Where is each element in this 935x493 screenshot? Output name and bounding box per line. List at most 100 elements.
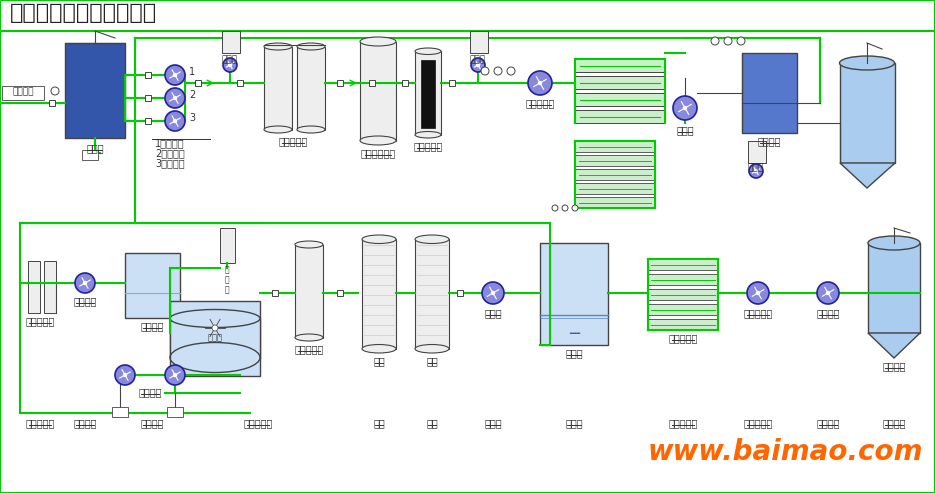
Text: 中间水箱: 中间水箱 (883, 361, 906, 371)
Text: 3: 3 (189, 113, 195, 123)
Text: 1、原水泵: 1、原水泵 (155, 138, 184, 148)
Bar (44, 261, 56, 313)
Bar (145, 95, 151, 101)
Ellipse shape (170, 343, 260, 373)
Bar (369, 80, 375, 86)
Text: 清洗泵: 清洗泵 (676, 125, 694, 135)
Text: 纯水箱: 纯水箱 (565, 418, 583, 428)
Ellipse shape (362, 235, 396, 244)
Ellipse shape (360, 136, 396, 145)
Text: 活性炭过滤器: 活性炭过滤器 (360, 148, 396, 158)
Bar (82, 150, 98, 160)
Text: 呼
吸
器: 呼 吸 器 (224, 265, 229, 295)
Circle shape (174, 374, 177, 377)
Text: 纯水泵: 纯水泵 (484, 418, 502, 428)
Circle shape (228, 64, 232, 67)
Bar (337, 290, 343, 296)
Bar (415, 51, 441, 135)
Ellipse shape (415, 345, 449, 353)
Bar (449, 80, 455, 86)
Text: 树脂捕捉器: 树脂捕捉器 (295, 344, 324, 354)
Circle shape (223, 58, 237, 72)
Circle shape (756, 291, 759, 294)
Bar (742, 53, 797, 133)
Text: 2: 2 (189, 90, 195, 100)
Circle shape (477, 64, 480, 67)
Bar (575, 155, 655, 166)
Bar (575, 76, 665, 89)
Bar (648, 304, 718, 315)
Bar (840, 63, 895, 163)
Circle shape (492, 291, 495, 294)
Text: 微孔过滤器: 微孔过滤器 (25, 316, 54, 326)
Bar (415, 239, 449, 349)
Bar (540, 243, 608, 345)
Text: 外网进水: 外网进水 (12, 87, 34, 96)
Ellipse shape (297, 43, 325, 50)
Circle shape (711, 37, 719, 45)
Circle shape (482, 282, 504, 304)
Text: 一级高压泵: 一级高压泵 (525, 98, 554, 108)
Bar (360, 41, 396, 141)
Text: 二级高压泵: 二级高压泵 (743, 418, 772, 428)
Circle shape (673, 96, 697, 120)
Text: 二级反渗透: 二级反渗透 (669, 418, 698, 428)
Ellipse shape (415, 235, 449, 244)
Text: 混床: 混床 (373, 356, 385, 366)
Bar (575, 110, 665, 123)
Bar (421, 60, 435, 128)
Text: 混床: 混床 (373, 418, 385, 428)
Bar (575, 183, 655, 194)
Circle shape (817, 282, 839, 304)
Text: 混床: 混床 (426, 418, 438, 428)
Polygon shape (170, 355, 260, 376)
Ellipse shape (868, 236, 920, 250)
Text: 保安过滤器: 保安过滤器 (413, 141, 442, 151)
Circle shape (562, 205, 568, 211)
Text: 终端水箱: 终端水箱 (140, 418, 164, 428)
Circle shape (749, 164, 763, 178)
Text: 终端水泵: 终端水泵 (73, 418, 96, 428)
Text: 纯水箱: 纯水箱 (565, 348, 583, 358)
Text: 二级反渗透: 二级反渗透 (669, 333, 698, 343)
Ellipse shape (170, 310, 260, 327)
Text: 终端水泵: 终端水泵 (73, 296, 96, 306)
Bar (575, 169, 655, 180)
Circle shape (123, 374, 126, 377)
Text: 微孔过滤器: 微孔过滤器 (25, 418, 54, 428)
Bar (220, 228, 235, 263)
Circle shape (683, 106, 686, 109)
Ellipse shape (295, 334, 323, 341)
Text: 中间水泵: 中间水泵 (816, 308, 840, 318)
Ellipse shape (415, 48, 441, 55)
Circle shape (471, 58, 485, 72)
Bar (167, 407, 183, 417)
Bar (49, 100, 55, 106)
Bar (145, 72, 151, 78)
Text: 加药泵: 加药泵 (748, 163, 764, 172)
Bar (171, 337, 259, 356)
Circle shape (174, 97, 177, 100)
Text: 混床: 混床 (426, 356, 438, 366)
Circle shape (174, 119, 177, 122)
Bar (125, 253, 180, 318)
Circle shape (165, 365, 185, 385)
Circle shape (165, 111, 185, 131)
Bar (748, 141, 766, 163)
Bar (648, 319, 718, 330)
Bar (295, 245, 323, 338)
Text: 中间水泵: 中间水泵 (816, 418, 840, 428)
Text: 清洗水箱: 清洗水箱 (757, 136, 781, 146)
Circle shape (528, 71, 552, 95)
Text: 加药泵: 加药泵 (470, 55, 486, 64)
Text: 电力用纯水制取工艺流程: 电力用纯水制取工艺流程 (10, 3, 157, 23)
Bar (402, 80, 408, 86)
Circle shape (481, 67, 489, 75)
Bar (272, 290, 278, 296)
Circle shape (747, 282, 769, 304)
Bar (575, 59, 665, 72)
Ellipse shape (264, 43, 292, 50)
Bar (2, 86, 44, 100)
Bar (112, 407, 128, 417)
Bar (575, 197, 655, 208)
